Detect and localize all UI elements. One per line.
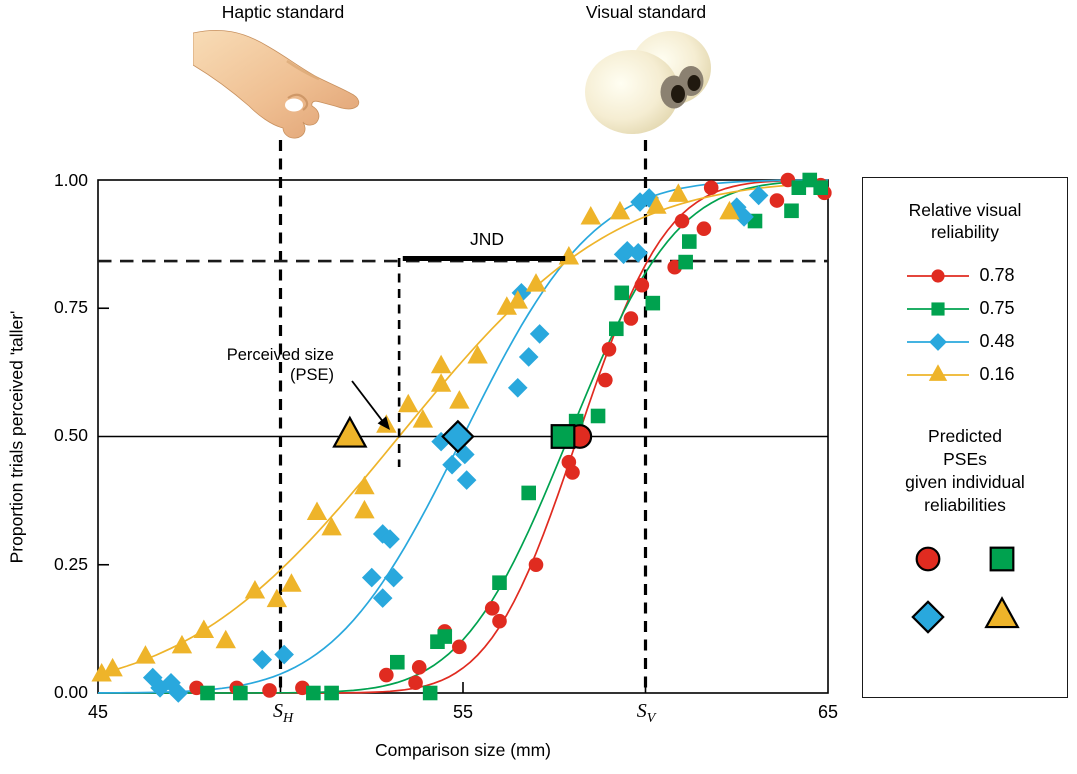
jnd-annotation: JND — [469, 229, 505, 249]
y-tick-0.50: 0.50 — [53, 425, 88, 445]
x-axis-title: Comparison size (mm) — [375, 740, 551, 760]
legend-entry: 0.75 — [863, 292, 1067, 325]
pse-arrow — [351, 380, 385, 424]
predicted-square-icon — [989, 546, 1015, 572]
eyeballs-icon — [585, 31, 711, 134]
legend-entry: 0.78 — [863, 259, 1067, 292]
legend-predicted-markers — [863, 537, 1067, 637]
hand-finger-gap — [285, 98, 303, 112]
x-tick-55: 55 — [452, 702, 474, 722]
legend: Relative visual reliability 0.78 0.75 0.48… — [862, 177, 1068, 698]
y-tick-1.00: 1.00 — [53, 170, 88, 190]
legend-entry-label: 0.78 — [979, 265, 1015, 285]
visual-standard-title: Visual standard — [585, 2, 707, 22]
y-tick-0.00: 0.00 — [53, 682, 88, 702]
pse-annotation: Perceived size (PSE) — [226, 346, 334, 384]
x-tick-65: 65 — [817, 702, 839, 722]
legend-entry-label: 0.16 — [979, 364, 1015, 384]
front-eyeball — [585, 50, 679, 134]
predicted-pse-square — [550, 424, 576, 449]
legend-entry-label: 0.75 — [979, 298, 1015, 318]
x-tick-45: 45 — [87, 702, 109, 722]
legend-entries: 0.78 0.75 0.48 0.16 — [863, 259, 1067, 391]
y-tick-0.25: 0.25 — [53, 554, 88, 574]
predicted-triangle-icon — [984, 596, 1020, 629]
circle-marker-icon — [906, 268, 969, 283]
square-marker-icon — [906, 301, 969, 316]
points-0.78 — [189, 172, 832, 698]
x-tick-haptic-standard: SH — [272, 700, 294, 726]
predicted-pse-triangle — [332, 415, 368, 448]
legend-predicted-title: Predicted PSEs given individual reliabil… — [905, 426, 1025, 515]
curve-0.75 — [98, 179, 829, 694]
diamond-marker-icon — [906, 332, 969, 351]
predicted-pse-diamond — [441, 419, 475, 454]
legend-entry: 0.16 — [863, 358, 1067, 391]
curve-0.16 — [97, 181, 829, 676]
y-tick-0.75: 0.75 — [53, 297, 88, 317]
points-0.48 — [142, 185, 769, 703]
x-tick-visual-standard: SV — [636, 700, 656, 726]
predicted-diamond-icon — [911, 600, 945, 634]
legend-title: Relative visual reliability — [908, 200, 1022, 242]
legend-entry: 0.48 — [863, 325, 1067, 358]
triangle-marker-icon — [906, 363, 969, 381]
predicted-circle-icon — [915, 546, 941, 572]
haptic-standard-title: Haptic standard — [221, 2, 345, 22]
tick-marks — [98, 307, 647, 693]
y-axis-title: Proportion trials perceived 'taller' — [6, 310, 27, 564]
legend-entry-label: 0.48 — [979, 331, 1015, 351]
pointing-hand-icon — [193, 29, 360, 139]
points-0.16 — [91, 183, 740, 682]
